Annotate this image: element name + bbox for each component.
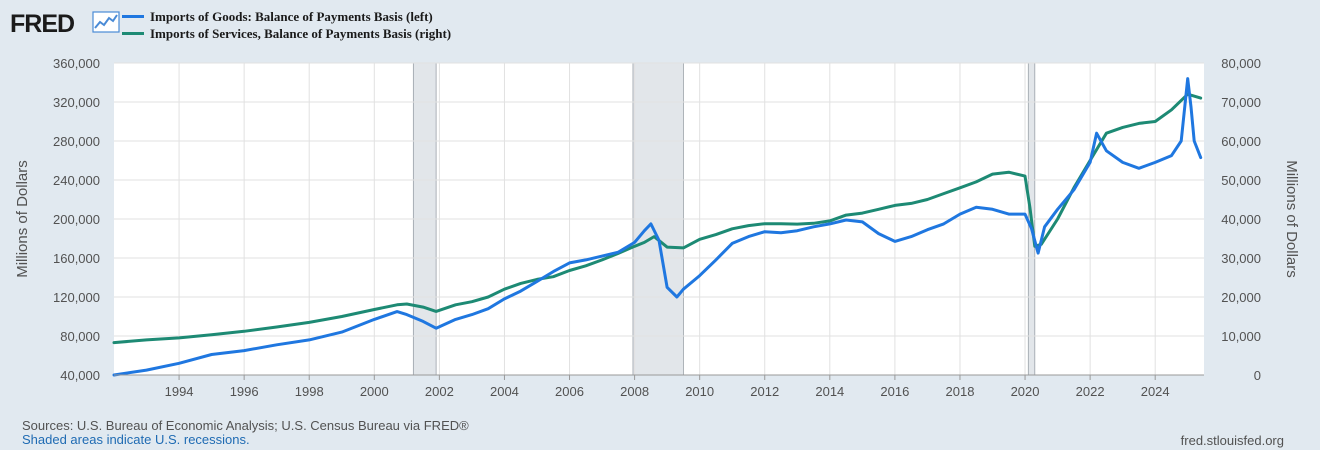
right-axis-tick-label: 60,000 — [1221, 134, 1261, 149]
right-axis-tick-label: 10,000 — [1221, 329, 1261, 344]
site-link[interactable]: fred.stlouisfed.org — [1180, 433, 1284, 448]
footer: Sources: U.S. Bureau of Economic Analysi… — [22, 419, 469, 447]
x-axis-tick-label: 2012 — [750, 384, 779, 399]
x-axis-tick-label: 1994 — [165, 384, 194, 399]
x-axis-tick-label: 2002 — [425, 384, 454, 399]
legend-label-services: Imports of Services, Balance of Payments… — [150, 25, 452, 41]
x-axis-tick-label: 2024 — [1141, 384, 1170, 399]
recession-note: Shaded areas indicate U.S. recessions. — [22, 432, 250, 447]
legend-item-services[interactable]: Imports of Services, Balance of Payments… — [122, 25, 451, 42]
legend-swatch-goods — [122, 15, 144, 18]
legend-item-goods[interactable]: Imports of Goods: Balance of Payments Ba… — [122, 8, 451, 25]
x-axis-tick-label: 2008 — [620, 384, 649, 399]
left-axis-tick-label: 360,000 — [53, 56, 100, 71]
right-axis-tick-label: 50,000 — [1221, 173, 1261, 188]
x-axis-tick-label: 2006 — [555, 384, 584, 399]
x-axis-tick-label: 1998 — [295, 384, 324, 399]
x-axis-ticks: 1994 1996 1998 2000 2002 2004 2006 2008 2010 2012… — [114, 374, 1204, 399]
series-lines — [112, 77, 1203, 377]
right-axis-ticks: 0 10,000 20,000 30,000 40,000 50,000 60,000 70,… — [1221, 56, 1261, 383]
legend-swatch-services — [122, 32, 144, 35]
x-axis-tick-label: 2010 — [685, 384, 714, 399]
legend-label-goods: Imports of Goods: Balance of Payments Ba… — [150, 8, 433, 24]
left-axis-tick-label: 200,000 — [53, 212, 100, 227]
left-axis-tick-label: 320,000 — [53, 95, 100, 110]
left-axis-tick-label: 120,000 — [53, 290, 100, 305]
right-axis-tick-label: 70,000 — [1221, 95, 1261, 110]
x-axis-tick-label: 2000 — [360, 384, 389, 399]
left-axis-label: Millions of Dollars — [14, 160, 31, 278]
x-axis-tick-label: 2022 — [1076, 384, 1105, 399]
x-axis-tick-label: 2004 — [490, 384, 519, 399]
left-axis-ticks: 40,000 80,000 120,000 160,000 200,000 240,000… — [53, 56, 100, 383]
x-axis-tick-label: 2016 — [880, 384, 909, 399]
left-axis-tick-label: 80,000 — [60, 329, 100, 344]
right-axis-tick-label: 0 — [1254, 368, 1261, 383]
trend-line-icon — [92, 11, 120, 38]
right-axis-tick-label: 30,000 — [1221, 251, 1261, 266]
series-line-goods — [112, 77, 1203, 377]
left-axis-tick-label: 160,000 — [53, 251, 100, 266]
legend: Imports of Goods: Balance of Payments Ba… — [122, 8, 451, 42]
left-axis-tick-label: 240,000 — [53, 173, 100, 188]
left-axis-tick-label: 280,000 — [53, 134, 100, 149]
right-axis-tick-label: 80,000 — [1221, 56, 1261, 71]
right-axis-tick-label: 20,000 — [1221, 290, 1261, 305]
x-axis-tick-label: 2018 — [946, 384, 975, 399]
left-axis-tick-label: 40,000 — [60, 368, 100, 383]
source-text: Sources: U.S. Bureau of Economic Analysi… — [22, 418, 469, 433]
x-axis-tick-label: 2020 — [1011, 384, 1040, 399]
right-axis-label: Millions of Dollars — [1283, 160, 1300, 278]
right-axis-tick-label: 40,000 — [1221, 212, 1261, 227]
fred-logo[interactable]: FRED — [10, 10, 75, 38]
x-axis-tick-label: 2014 — [815, 384, 844, 399]
x-axis-tick-label: 1996 — [230, 384, 259, 399]
